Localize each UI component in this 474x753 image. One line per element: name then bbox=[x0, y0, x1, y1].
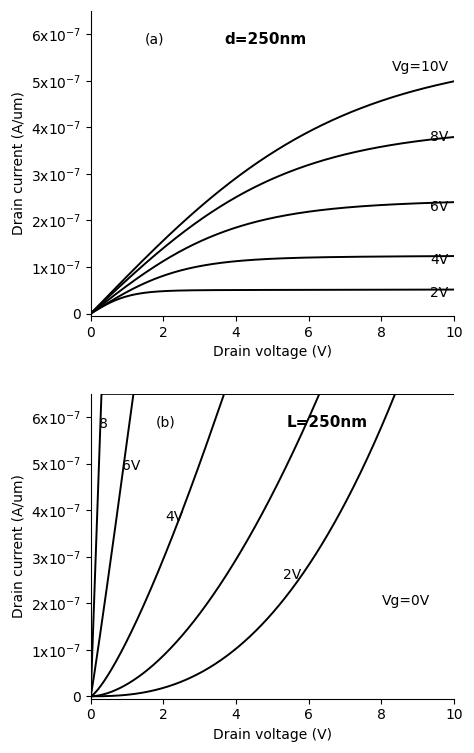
Text: 4V: 4V bbox=[165, 510, 183, 524]
Text: d=250nm: d=250nm bbox=[224, 32, 306, 47]
Text: 2V: 2V bbox=[430, 285, 448, 300]
Text: 4V: 4V bbox=[430, 253, 448, 267]
Text: 6V: 6V bbox=[122, 459, 140, 473]
Text: (a): (a) bbox=[145, 32, 165, 47]
X-axis label: Drain voltage (V): Drain voltage (V) bbox=[213, 345, 332, 359]
Text: Vg=0V: Vg=0V bbox=[382, 594, 429, 608]
Text: 6V: 6V bbox=[430, 200, 448, 214]
Text: Vg=10V: Vg=10V bbox=[392, 60, 448, 74]
X-axis label: Drain voltage (V): Drain voltage (V) bbox=[213, 728, 332, 742]
Text: (b): (b) bbox=[156, 415, 176, 429]
Text: 8: 8 bbox=[99, 417, 108, 431]
Text: 2V: 2V bbox=[283, 569, 301, 582]
Y-axis label: Drain current (A/um): Drain current (A/um) bbox=[11, 474, 25, 618]
Text: 8V: 8V bbox=[430, 130, 448, 144]
Y-axis label: Drain current (A/um): Drain current (A/um) bbox=[11, 92, 25, 236]
Text: L=250nm: L=250nm bbox=[286, 415, 367, 430]
